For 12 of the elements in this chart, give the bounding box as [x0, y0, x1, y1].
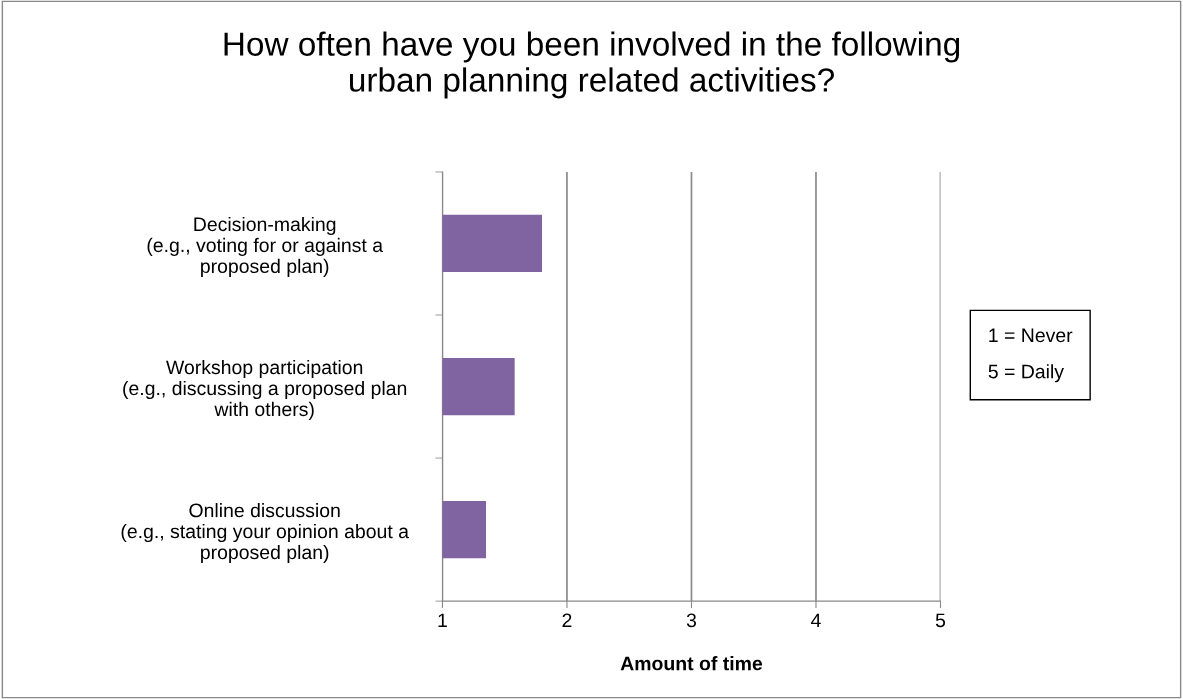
x-tick-label: 2 — [562, 613, 572, 628]
x-tick-label: 4 — [811, 613, 821, 628]
y-tick-label: Decision-making (e.g., voting for or against a proposed plan) — [147, 216, 384, 277]
y-tick-label: Workshop participation (e.g., discussing a proposed plan with others) — [123, 359, 407, 420]
x-tick-label: 3 — [686, 613, 697, 628]
y-tick-label: Online discussion (e.g., stating your opinion about a proposed plan) — [121, 503, 409, 564]
x-tick-label: 5 — [935, 613, 946, 628]
x-axis-title: Amount of time — [620, 656, 763, 671]
chart-title: How often have you been involved in the following urban planning related activities? — [224, 31, 960, 99]
x-tick-label: 1 — [438, 613, 447, 628]
text: 1 = Never — [989, 328, 1073, 343]
text: 5 = Daily — [988, 364, 1064, 383]
